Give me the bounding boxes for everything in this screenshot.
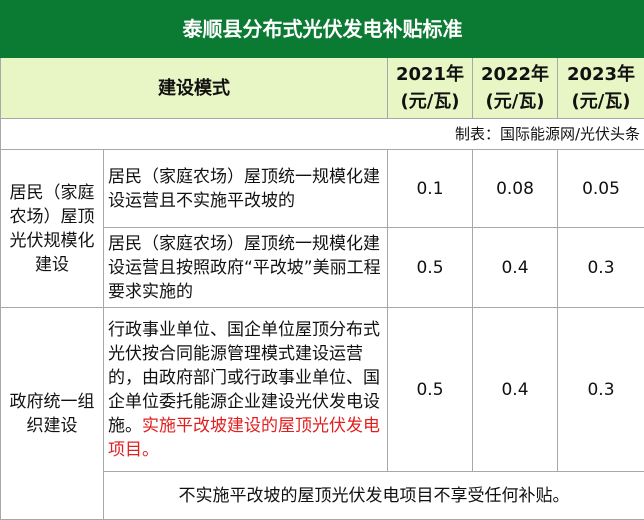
header-mode: 建设模式 (0, 57, 388, 119)
value-cell: 0.5 (387, 307, 473, 472)
description-cell: 居民（家庭农场）屋顶统一规模化建设运营且不实施平改坡的 (103, 149, 388, 228)
highlight-text: 实施平改坡建设的屋顶光伏发电项目。 (108, 415, 380, 460)
table-row: 居民（家庭农场）屋顶统一规模化建设运营且按照政府“平改坡”美丽工程要求实施的 0… (1, 227, 644, 308)
table-title: 泰顺县分布式光伏发电补贴标准 (0, 0, 644, 58)
value-cell: 0.1 (387, 149, 473, 228)
category-cell: 政府统一组织建设 (0, 307, 104, 520)
table-row: 政府统一组织建设 行政事业单位、国企单位屋顶分布式光伏按合同能源管理模式建设运营… (0, 307, 644, 520)
footer-note: 不实施平改坡的屋顶光伏发电项目不享受任何补贴。 (102, 471, 644, 520)
header-year-2023: 2023年 (元/瓦) (556, 57, 644, 119)
value-cell: 0.05 (556, 149, 644, 228)
value-cell: 0.3 (556, 227, 644, 308)
value-cell: 0.4 (472, 307, 558, 472)
description-cell: 行政事业单位、国企单位屋顶分布式光伏按合同能源管理模式建设运营的，由政府部门或行… (103, 307, 388, 472)
value-cell: 0.08 (472, 149, 558, 228)
description-cell: 居民（家庭农场）屋顶统一规模化建设运营且按照政府“平改坡”美丽工程要求实施的 (103, 227, 388, 308)
header-year-2021: 2021年 (元/瓦) (387, 57, 473, 119)
source-note: 制表：国际能源网/光伏头条 (0, 118, 644, 150)
table-row: 不实施平改坡的屋顶光伏发电项目不享受任何补贴。 (1, 471, 644, 520)
value-cell: 0.5 (387, 227, 473, 308)
table-row: 居民（家庭农场）屋顶光伏规模化建设 居民（家庭农场）屋顶统一规模化建设运营且不实… (0, 149, 644, 308)
category-cell: 居民（家庭农场）屋顶光伏规模化建设 (0, 149, 104, 308)
header-year-2022: 2022年 (元/瓦) (472, 57, 558, 119)
value-cell: 0.3 (556, 307, 644, 472)
value-cell: 0.4 (472, 227, 558, 308)
